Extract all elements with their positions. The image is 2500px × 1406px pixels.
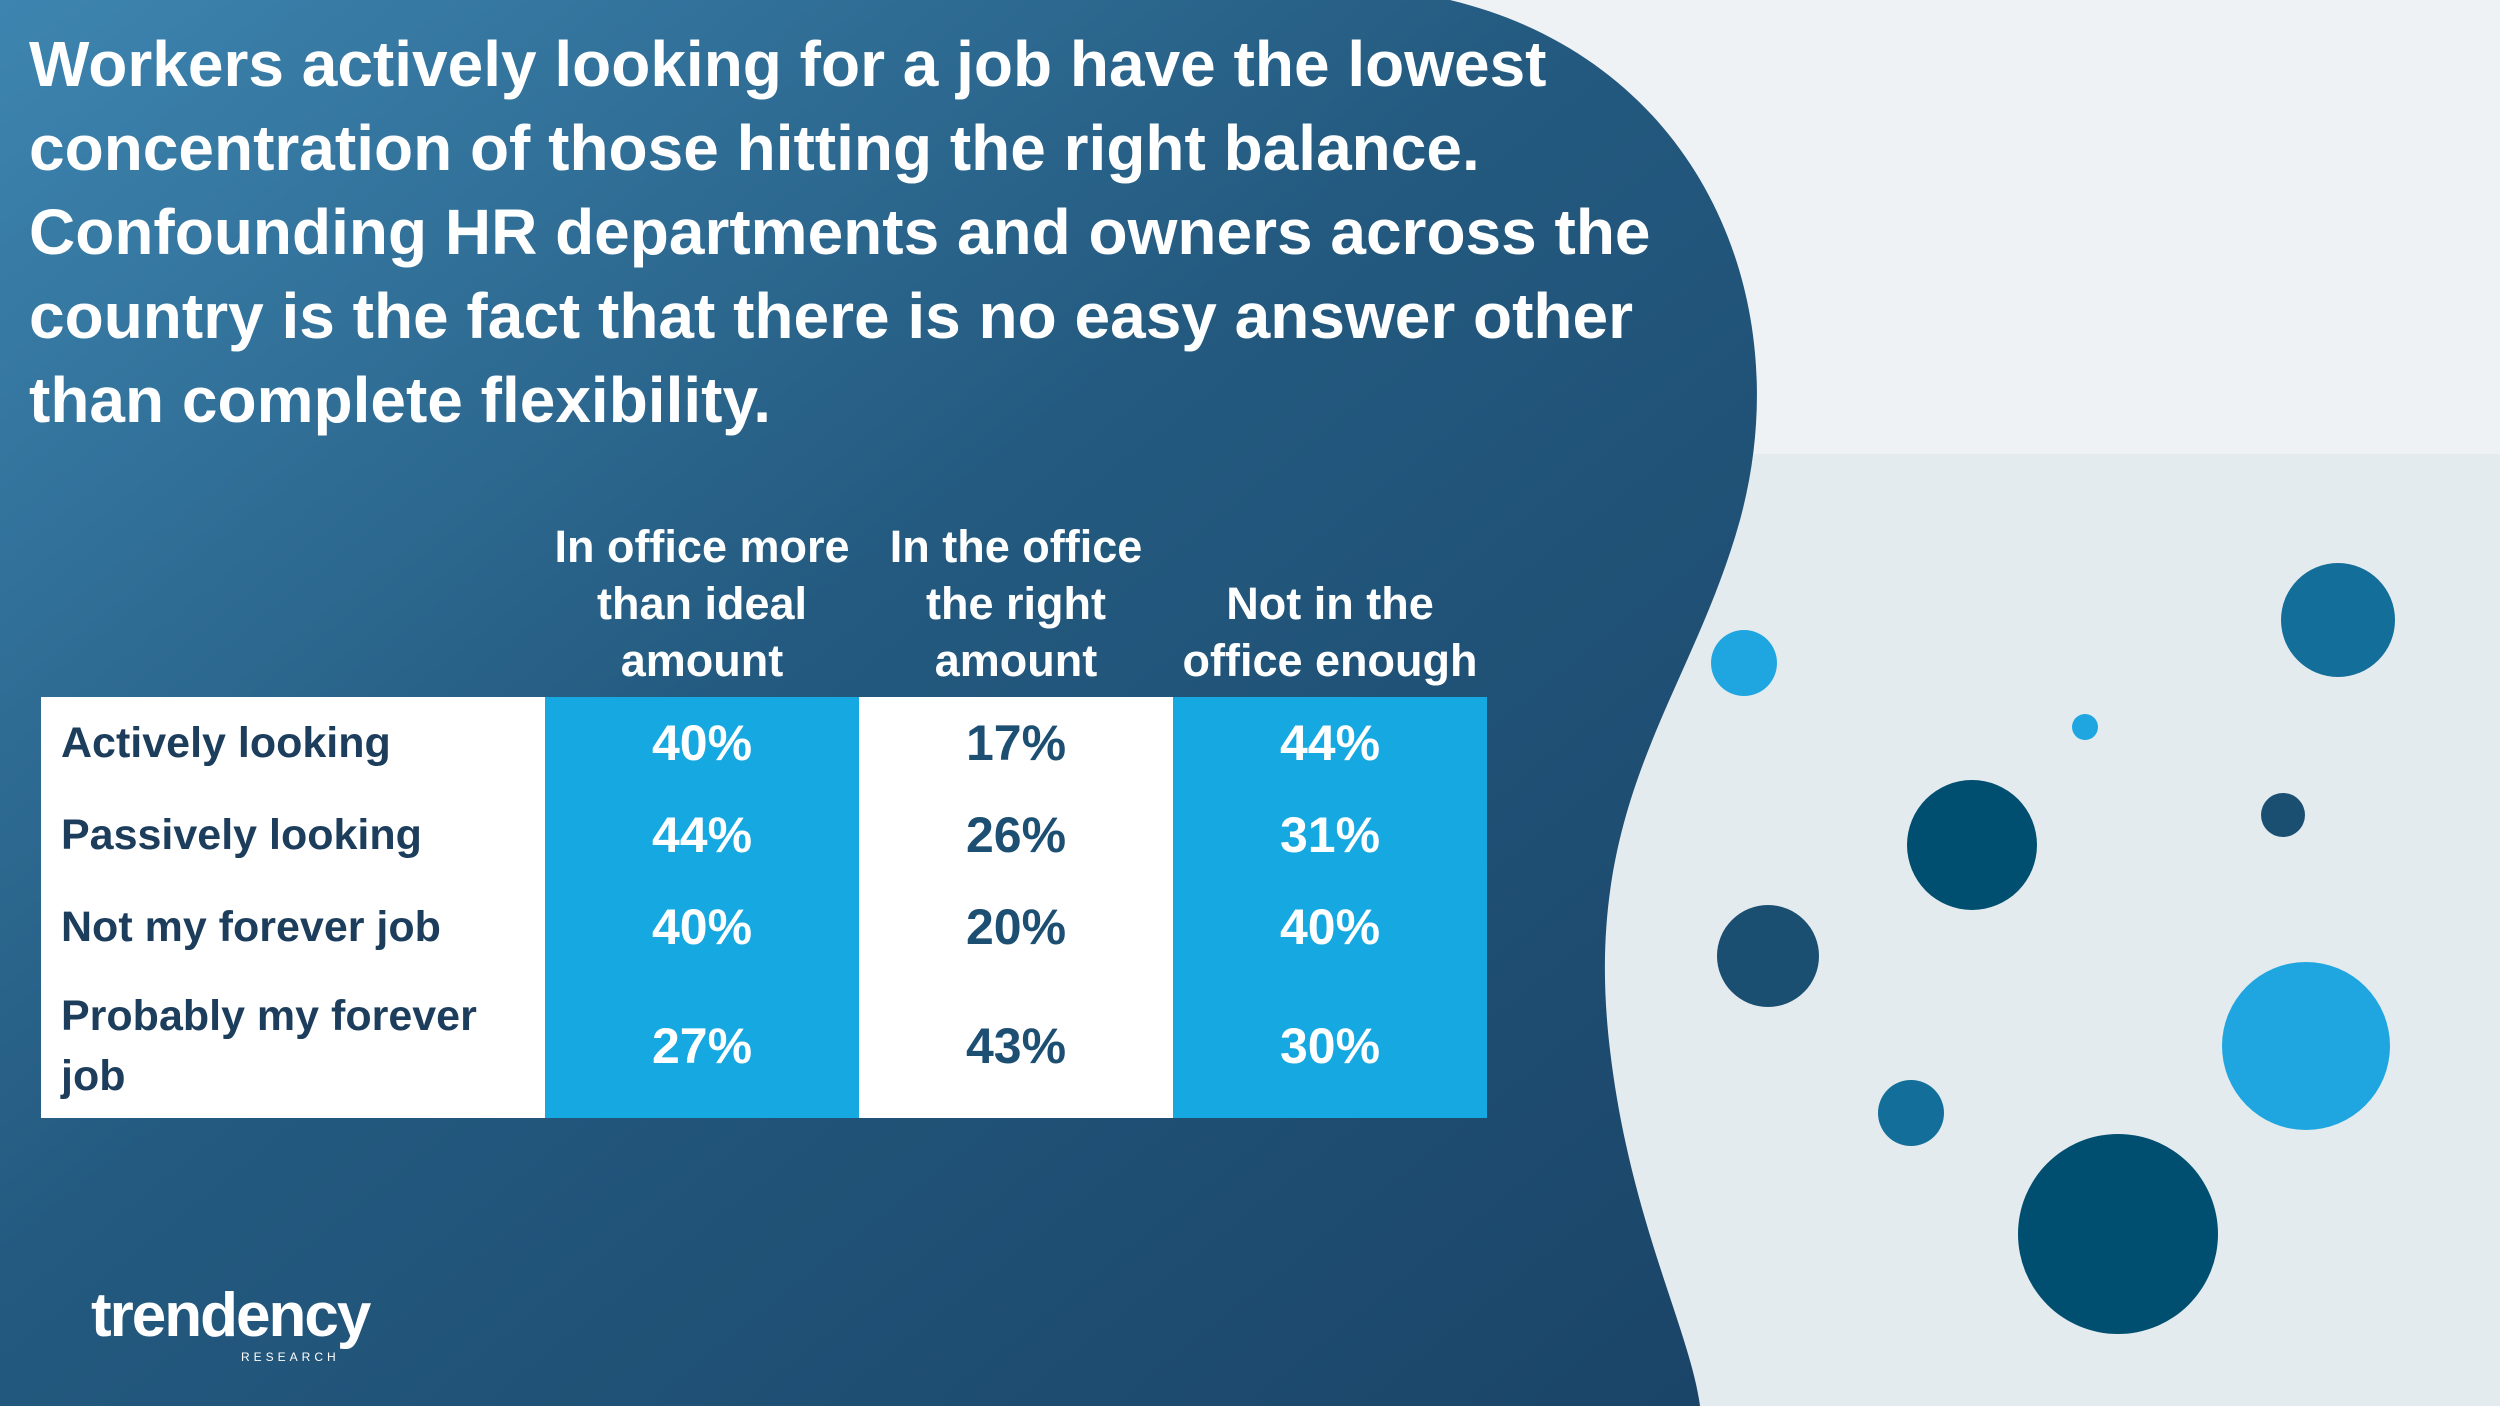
logo-tagline: RESEARCH bbox=[241, 1350, 340, 1364]
column-header: In the office the right amount bbox=[889, 521, 1143, 686]
row-label: Passively looking bbox=[41, 789, 545, 881]
table: In office more than ideal amount In the o… bbox=[41, 518, 1487, 1118]
logo-name: trendency bbox=[91, 1281, 371, 1350]
decor-circles bbox=[1711, 563, 2395, 1334]
cell: 30% bbox=[1173, 973, 1487, 1118]
cell: 31% bbox=[1173, 789, 1487, 881]
cell: 40% bbox=[1173, 881, 1487, 973]
row-label: Not my forever job bbox=[41, 881, 545, 973]
logo: trendency RESEARCH bbox=[91, 1280, 371, 1364]
table-row: Probably my forever job 27% 43% 30% bbox=[41, 973, 1487, 1118]
row-label: Actively looking bbox=[41, 697, 545, 789]
row-label: Probably my forever job bbox=[41, 973, 545, 1118]
cell: 20% bbox=[859, 881, 1173, 973]
cell: 26% bbox=[859, 789, 1173, 881]
cell: 43% bbox=[859, 973, 1173, 1118]
cell: 44% bbox=[1173, 697, 1487, 789]
table-row: Actively looking 40% 17% 44% bbox=[41, 697, 1487, 789]
cell: 40% bbox=[545, 697, 859, 789]
cell: 40% bbox=[545, 881, 859, 973]
cell: 17% bbox=[859, 697, 1173, 789]
cell: 44% bbox=[545, 789, 859, 881]
column-header: Not in the office enough bbox=[1182, 578, 1478, 686]
table-row: Not my forever job 40% 20% 40% bbox=[41, 881, 1487, 973]
title: Workers actively looking for a job have … bbox=[29, 28, 1651, 436]
column-header: In office more than ideal amount bbox=[554, 521, 850, 686]
cell: 27% bbox=[545, 973, 859, 1118]
table-row: Passively looking 44% 26% 31% bbox=[41, 789, 1487, 881]
